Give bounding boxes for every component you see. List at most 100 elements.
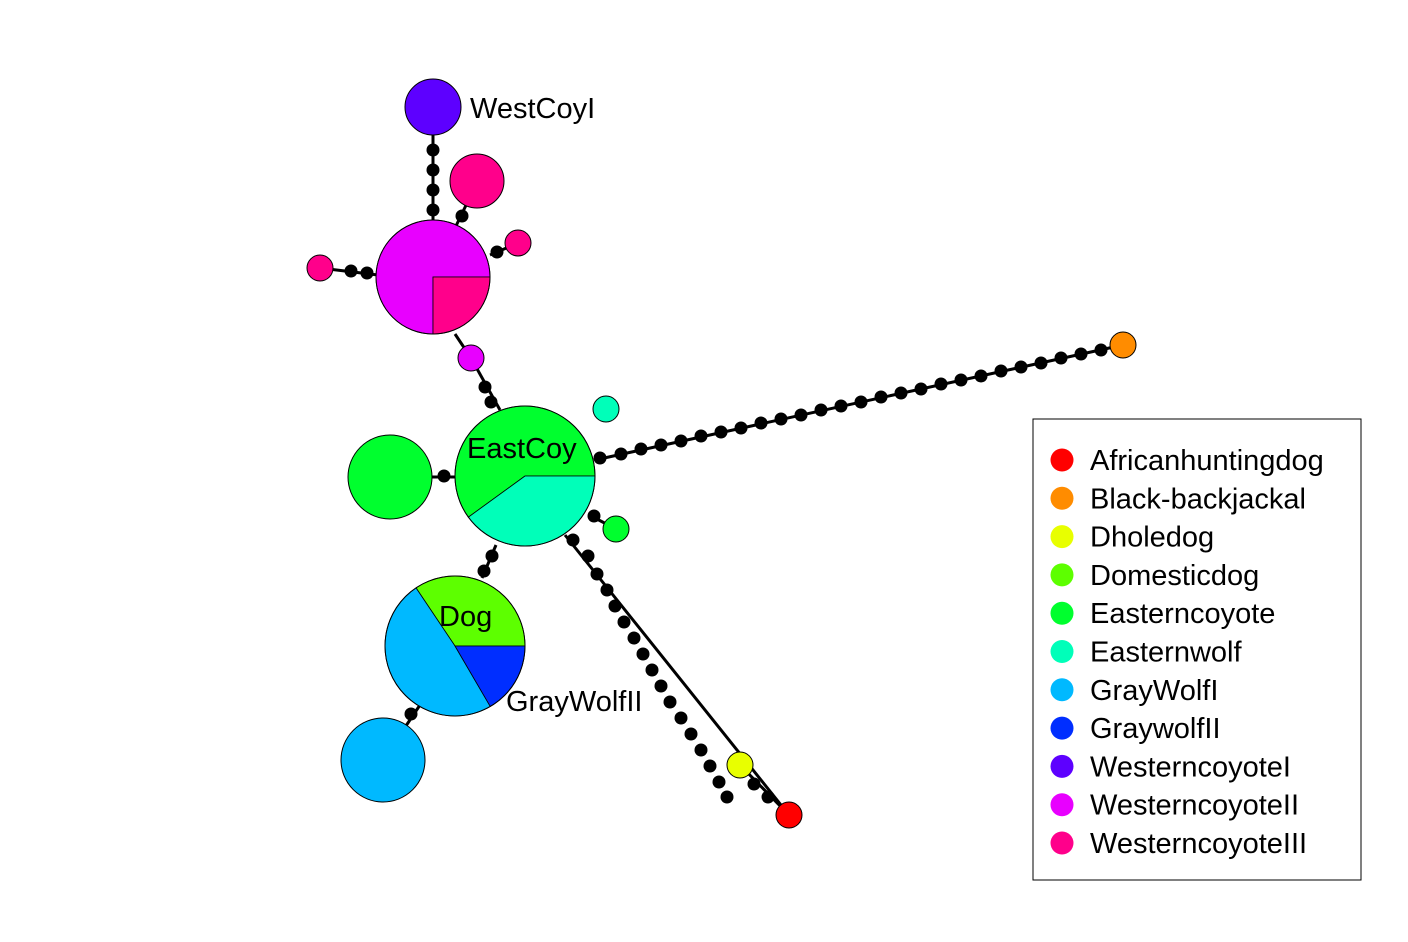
node-gray-wolf-i: [340, 717, 426, 803]
mutation-dot: [654, 438, 668, 452]
mutation-dot: [617, 615, 631, 629]
pie-slice: [306, 254, 334, 282]
node-east-coy: [454, 405, 596, 547]
mutation-dot: [426, 203, 440, 217]
mutation-dot: [674, 434, 688, 448]
pie-slice: [347, 434, 433, 520]
pie-slice: [592, 395, 620, 423]
mutation-dot: [874, 390, 888, 404]
mutation-dot: [834, 399, 848, 413]
mutation-dot: [634, 442, 648, 456]
mutation-dot: [614, 447, 628, 461]
mutation-dot: [934, 377, 948, 391]
mutation-dot: [608, 599, 622, 613]
pie-slice: [1109, 331, 1137, 359]
legend-label: Dholedog: [1090, 522, 1214, 554]
legend-swatch: [1050, 716, 1074, 740]
mutation-dot: [1074, 347, 1088, 361]
node-west-coy-ii-main: [375, 219, 491, 335]
mutation-dot: [694, 429, 708, 443]
node-west-coy-ii-small: [457, 344, 485, 372]
pie-slice: [340, 717, 426, 803]
legend-swatch: [1050, 678, 1074, 702]
legend-label: Domesticdog: [1090, 560, 1259, 592]
node-dhole-dog: [726, 751, 754, 779]
legend-label: WesterncoyoteII: [1090, 790, 1299, 822]
legend-swatch: [1050, 793, 1074, 817]
node-west-coy-i: [404, 78, 462, 136]
pie-slice: [432, 276, 491, 335]
pie-slice: [504, 229, 532, 257]
mutation-dot: [593, 451, 607, 465]
mutation-dot: [814, 403, 828, 417]
mutation-dot: [774, 412, 788, 426]
mutation-dot: [485, 549, 499, 563]
legend-swatch: [1050, 486, 1074, 510]
mutation-dot: [714, 425, 728, 439]
pie-slice: [775, 801, 803, 829]
node-west-coy-iii-c: [504, 229, 532, 257]
node-outline: [454, 405, 596, 547]
mutation-dot: [344, 264, 358, 278]
legend-swatch: [1050, 525, 1074, 549]
mutation-dot: [703, 759, 717, 773]
mutation-dot: [1094, 343, 1108, 357]
mutation-dot: [720, 790, 734, 804]
mutation-dot: [734, 421, 748, 435]
mutation-dot: [914, 382, 928, 396]
pie-slice: [404, 78, 462, 136]
node-west-coy-iii-b: [306, 254, 334, 282]
mutation-dot: [490, 245, 504, 259]
legend-box: [1032, 418, 1362, 881]
mutation-dot: [360, 266, 374, 280]
network-nodes: [306, 78, 1137, 829]
mutation-dot: [484, 395, 498, 409]
legend-label: Black-backjackal: [1090, 483, 1306, 515]
legend-swatch: [1050, 754, 1074, 778]
mutation-dot: [954, 373, 968, 387]
label-west-coy-i: WestCoyI: [470, 93, 595, 125]
pie-slice: [602, 515, 630, 543]
mutation-dot: [587, 509, 601, 523]
mutation-dot: [437, 469, 451, 483]
node-black-back-jackal: [1109, 331, 1137, 359]
legend-swatch: [1050, 563, 1074, 587]
pie-slice: [449, 153, 505, 209]
legend-label: Easterncoyote: [1090, 598, 1275, 630]
legend: Africanhuntingdog Black-backjackal Dholedo…: [1032, 418, 1362, 881]
legend-label: WesterncoyoteIII: [1090, 828, 1307, 860]
legend-label: Africanhuntingdog: [1090, 445, 1324, 477]
mutation-dot: [627, 631, 641, 645]
legend-label: Easternwolf: [1090, 637, 1242, 669]
mutation-dot: [894, 386, 908, 400]
mutation-dot: [455, 209, 469, 223]
mutation-dot: [754, 416, 768, 430]
mutation-dot: [426, 183, 440, 197]
mutation-dot: [663, 695, 677, 709]
pie-slice: [726, 751, 754, 779]
mutation-dot: [645, 663, 659, 677]
mutation-dot: [854, 395, 868, 409]
mutation-dot: [994, 364, 1008, 378]
mutation-dot: [684, 727, 698, 741]
node-outline: [375, 219, 491, 335]
legend-swatch: [1050, 448, 1074, 472]
mutation-dot: [478, 380, 492, 394]
label-dog: Dog: [439, 601, 492, 633]
node-african-hunting-dog: [775, 801, 803, 829]
mutation-dot: [581, 549, 595, 563]
mutation-dot: [974, 369, 988, 383]
label-gray-wolf-ii: GrayWolfII: [506, 686, 642, 718]
legend-swatch: [1050, 831, 1074, 855]
node-eastern-wolf-small: [592, 395, 620, 423]
mutation-dot: [426, 143, 440, 157]
node-outline: [384, 575, 526, 717]
mutation-dot: [590, 567, 604, 581]
mutation-dot: [477, 564, 491, 578]
legend-swatch: [1050, 640, 1074, 663]
mutation-dot: [694, 743, 708, 757]
mutation-dot: [566, 533, 580, 547]
mutation-dot: [654, 679, 668, 693]
mutation-dot: [426, 163, 440, 177]
